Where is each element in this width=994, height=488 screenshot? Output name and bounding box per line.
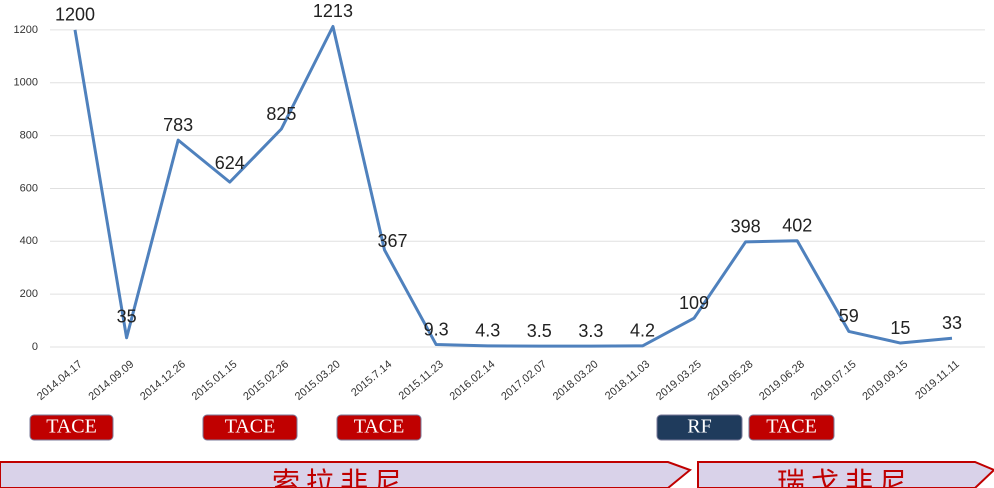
- x-tick-label: 2014.04.17: [35, 358, 85, 403]
- data-label: 15: [890, 318, 910, 338]
- y-tick-label: 1200: [14, 24, 38, 36]
- data-label: 9.3: [424, 319, 449, 339]
- data-label: 4.2: [630, 321, 655, 341]
- treatment-label: TACE: [225, 416, 276, 438]
- x-tick-label: 2015.02.26: [241, 358, 291, 403]
- treatment-box: [656, 414, 743, 441]
- data-label: 1200: [55, 5, 95, 25]
- drug-label: 瑞戈非尼: [777, 466, 913, 488]
- y-tick-label: 800: [20, 130, 38, 142]
- x-tick-label: 2019.11.11: [913, 358, 962, 402]
- x-tick-label: 2016.02.14: [448, 358, 498, 403]
- treatment-label: TACE: [46, 416, 97, 438]
- x-tick-label: 2018.03.20: [551, 358, 601, 403]
- data-line: [73, 24, 953, 348]
- y-tick-label: 0: [32, 341, 38, 353]
- x-tick-label: 2017.02.07: [499, 358, 549, 403]
- data-label: 367: [378, 231, 408, 251]
- x-tick-label: 2015.7.14: [349, 358, 394, 399]
- data-label: 4.3: [475, 321, 500, 341]
- data-label: 33: [942, 313, 962, 333]
- x-tick-label: 2015.11.23: [397, 358, 446, 402]
- x-tick-label: 2019.03.25: [654, 358, 704, 403]
- data-label: 109: [679, 293, 709, 313]
- treatment-box: [748, 414, 835, 441]
- data-label: 825: [266, 104, 296, 124]
- data-label: 624: [215, 153, 245, 173]
- y-tick-label: 600: [20, 182, 38, 194]
- data-label: 3.3: [578, 321, 603, 341]
- x-tick-label: 2014.09.09: [86, 358, 136, 403]
- data-label: 35: [117, 307, 137, 327]
- drug-label: 索拉非尼: [272, 466, 408, 488]
- data-label: 3.5: [527, 321, 552, 341]
- y-tick-label: 1000: [14, 77, 38, 89]
- x-tick-label: 2019.09.15: [860, 358, 910, 403]
- drug-arrow: [697, 461, 994, 488]
- treatment-box: [29, 414, 114, 441]
- x-tick-label: 2019.06.28: [757, 358, 807, 403]
- x-tick-label: 2015.03.20: [293, 358, 343, 403]
- x-tick-label: 2015.01.15: [190, 358, 240, 403]
- treatment-label: TACE: [766, 416, 817, 438]
- x-tick-label: 2014.12.26: [138, 358, 188, 403]
- y-tick-label: 400: [20, 235, 38, 247]
- y-tick-label: 200: [20, 288, 38, 300]
- data-label: 783: [163, 115, 193, 135]
- treatment-label: RF: [687, 416, 711, 438]
- treatment-box: [336, 414, 422, 441]
- x-tick-label: 2019.07.15: [809, 358, 859, 403]
- x-tick-label: 2019.05.28: [706, 358, 756, 403]
- data-label: 59: [839, 306, 859, 326]
- treatment-box: [202, 414, 298, 441]
- data-label: 402: [782, 216, 812, 236]
- drug-arrow: [0, 461, 692, 488]
- data-label: 1213: [313, 1, 353, 21]
- x-tick-label: 2018.11.03: [603, 358, 652, 402]
- data-label: 398: [731, 217, 761, 237]
- treatment-label: TACE: [354, 416, 405, 438]
